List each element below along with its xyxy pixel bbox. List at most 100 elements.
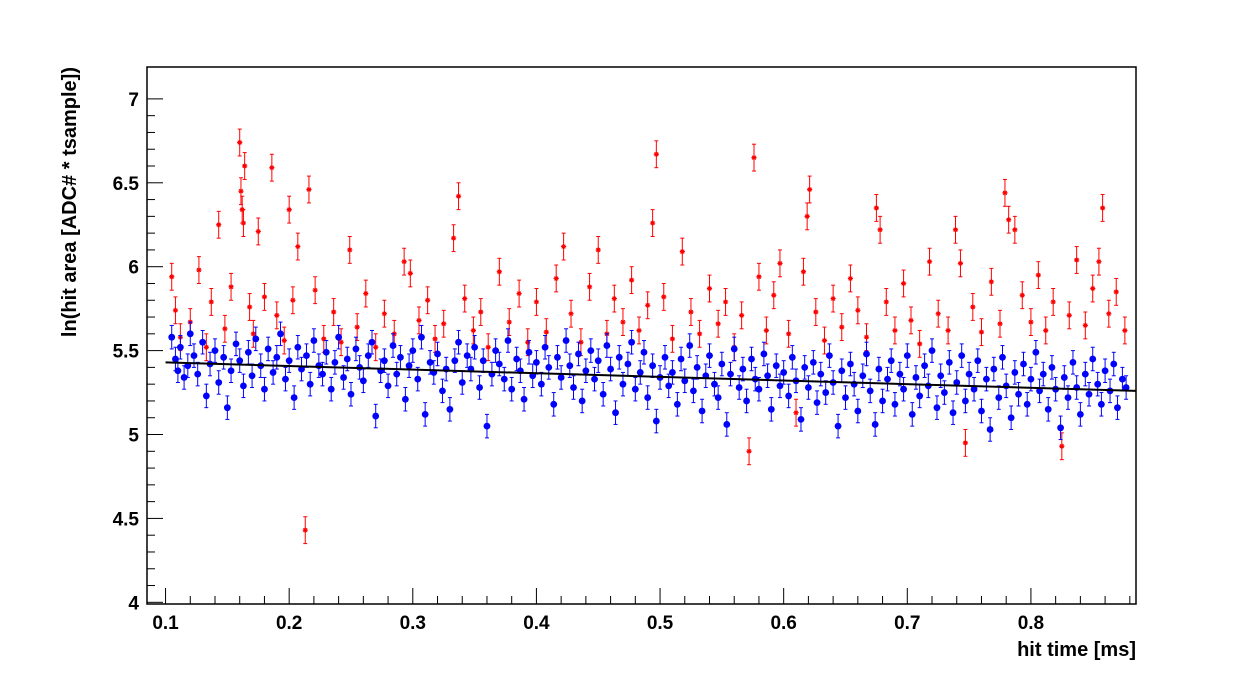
data-point	[706, 352, 713, 360]
data-point	[306, 380, 314, 388]
data-point	[649, 362, 657, 370]
data-point	[202, 392, 210, 400]
data-point	[215, 379, 223, 386]
data-point	[677, 355, 685, 363]
data-point	[788, 353, 796, 361]
data-point	[264, 345, 272, 353]
data-point	[1057, 424, 1064, 432]
x-axis-ticks: 0.1 0.2 0.3 0.4 0.5 0.6 0.7 0.8	[152, 588, 1131, 634]
y-tick-label: 4.5	[113, 509, 140, 530]
data-point	[248, 372, 256, 380]
data-point	[706, 285, 713, 292]
data-point	[470, 327, 476, 334]
data-point	[211, 347, 219, 355]
data-point	[525, 348, 533, 356]
data-point	[933, 404, 941, 412]
data-point	[1081, 370, 1089, 378]
data-point	[282, 375, 289, 383]
x-tick-label: 0.8	[1018, 613, 1044, 634]
data-point	[661, 353, 669, 361]
data-point	[834, 422, 842, 430]
data-point	[916, 392, 924, 400]
data-point	[172, 355, 179, 363]
data-point	[698, 407, 706, 415]
data-point	[478, 309, 484, 315]
data-point	[240, 382, 247, 390]
data-point	[900, 280, 907, 287]
data-point	[739, 365, 747, 373]
data-point	[227, 367, 235, 375]
data-point	[730, 345, 738, 353]
data-point	[1100, 205, 1106, 211]
data-point	[586, 284, 593, 290]
data-point	[1069, 358, 1077, 366]
y-axis-label: ln(hit area [ADC# * tsample])	[59, 67, 81, 337]
data-point	[952, 227, 959, 233]
x-tick-label: 0.6	[770, 613, 796, 634]
data-point	[561, 243, 567, 250]
data-point	[250, 331, 256, 337]
data-point	[854, 407, 862, 415]
data-point	[190, 352, 198, 360]
data-point	[1113, 289, 1119, 295]
data-point	[338, 339, 344, 345]
data-point	[628, 338, 636, 346]
data-point	[615, 353, 623, 361]
fit-line	[165, 361, 1137, 392]
data-point	[887, 357, 895, 365]
data-point	[439, 387, 446, 395]
data-point	[578, 397, 586, 405]
data-point	[432, 336, 438, 342]
data-point	[935, 311, 941, 317]
data-point	[261, 385, 268, 393]
data-point	[578, 339, 584, 345]
data-point	[168, 333, 176, 341]
data-point	[1012, 227, 1018, 233]
data-point	[319, 370, 326, 378]
data-point	[679, 248, 685, 255]
data-point	[1044, 405, 1052, 413]
data-point	[380, 357, 388, 365]
data-point	[310, 337, 318, 344]
data-point	[1076, 410, 1084, 418]
data-point	[504, 337, 512, 344]
y-tick-label: 6	[128, 258, 139, 279]
data-point	[594, 357, 602, 365]
data-point	[255, 228, 261, 235]
data-point	[711, 380, 718, 388]
data-point	[269, 165, 275, 171]
data-point	[216, 222, 222, 228]
data-point	[500, 375, 508, 383]
data-point	[767, 405, 775, 413]
data-point	[1082, 322, 1088, 329]
data-point	[290, 394, 298, 401]
data-point	[786, 331, 792, 337]
data-point	[859, 372, 867, 380]
data-point	[582, 367, 590, 375]
data-point	[343, 355, 351, 363]
data-point	[418, 333, 425, 341]
data-point	[652, 417, 660, 425]
data-point	[347, 247, 353, 253]
data-point	[1043, 327, 1049, 334]
data-point	[1089, 355, 1097, 363]
data-point	[807, 186, 813, 193]
data-point	[603, 342, 611, 349]
data-point	[303, 352, 310, 360]
data-point	[373, 344, 379, 350]
x-axis-label: hit time [ms]	[1017, 639, 1136, 661]
data-point	[381, 311, 387, 317]
data-point	[568, 311, 574, 317]
data-point	[953, 379, 961, 386]
data-point	[273, 353, 281, 361]
data-point	[1094, 380, 1102, 388]
data-point	[533, 358, 540, 366]
x-tick-label: 0.7	[894, 613, 920, 634]
plot-frame	[146, 66, 1137, 605]
data-point	[970, 385, 978, 393]
data-point	[926, 259, 933, 265]
data-point	[1039, 370, 1047, 378]
data-point	[945, 327, 951, 334]
x-tick-label: 0.1	[152, 613, 179, 634]
